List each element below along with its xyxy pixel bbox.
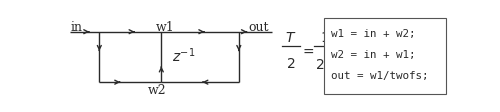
Text: out: out bbox=[248, 20, 268, 33]
Bar bbox=[324, 19, 446, 95]
Text: w1: w1 bbox=[156, 20, 174, 33]
Text: out = w1/twofs;: out = w1/twofs; bbox=[331, 71, 428, 81]
Text: $2f_s$: $2f_s$ bbox=[314, 57, 335, 74]
Text: $z^{-1}$: $z^{-1}$ bbox=[172, 46, 195, 64]
Text: $T$: $T$ bbox=[286, 31, 297, 44]
Text: w2: w2 bbox=[148, 83, 167, 96]
Text: w1 = in + w2;: w1 = in + w2; bbox=[331, 29, 415, 39]
Text: $2$: $2$ bbox=[286, 57, 296, 70]
Text: $1$: $1$ bbox=[320, 31, 330, 44]
Text: $=$: $=$ bbox=[300, 44, 315, 57]
Text: w2 = in + w1;: w2 = in + w1; bbox=[331, 50, 415, 60]
Text: in: in bbox=[70, 20, 82, 33]
